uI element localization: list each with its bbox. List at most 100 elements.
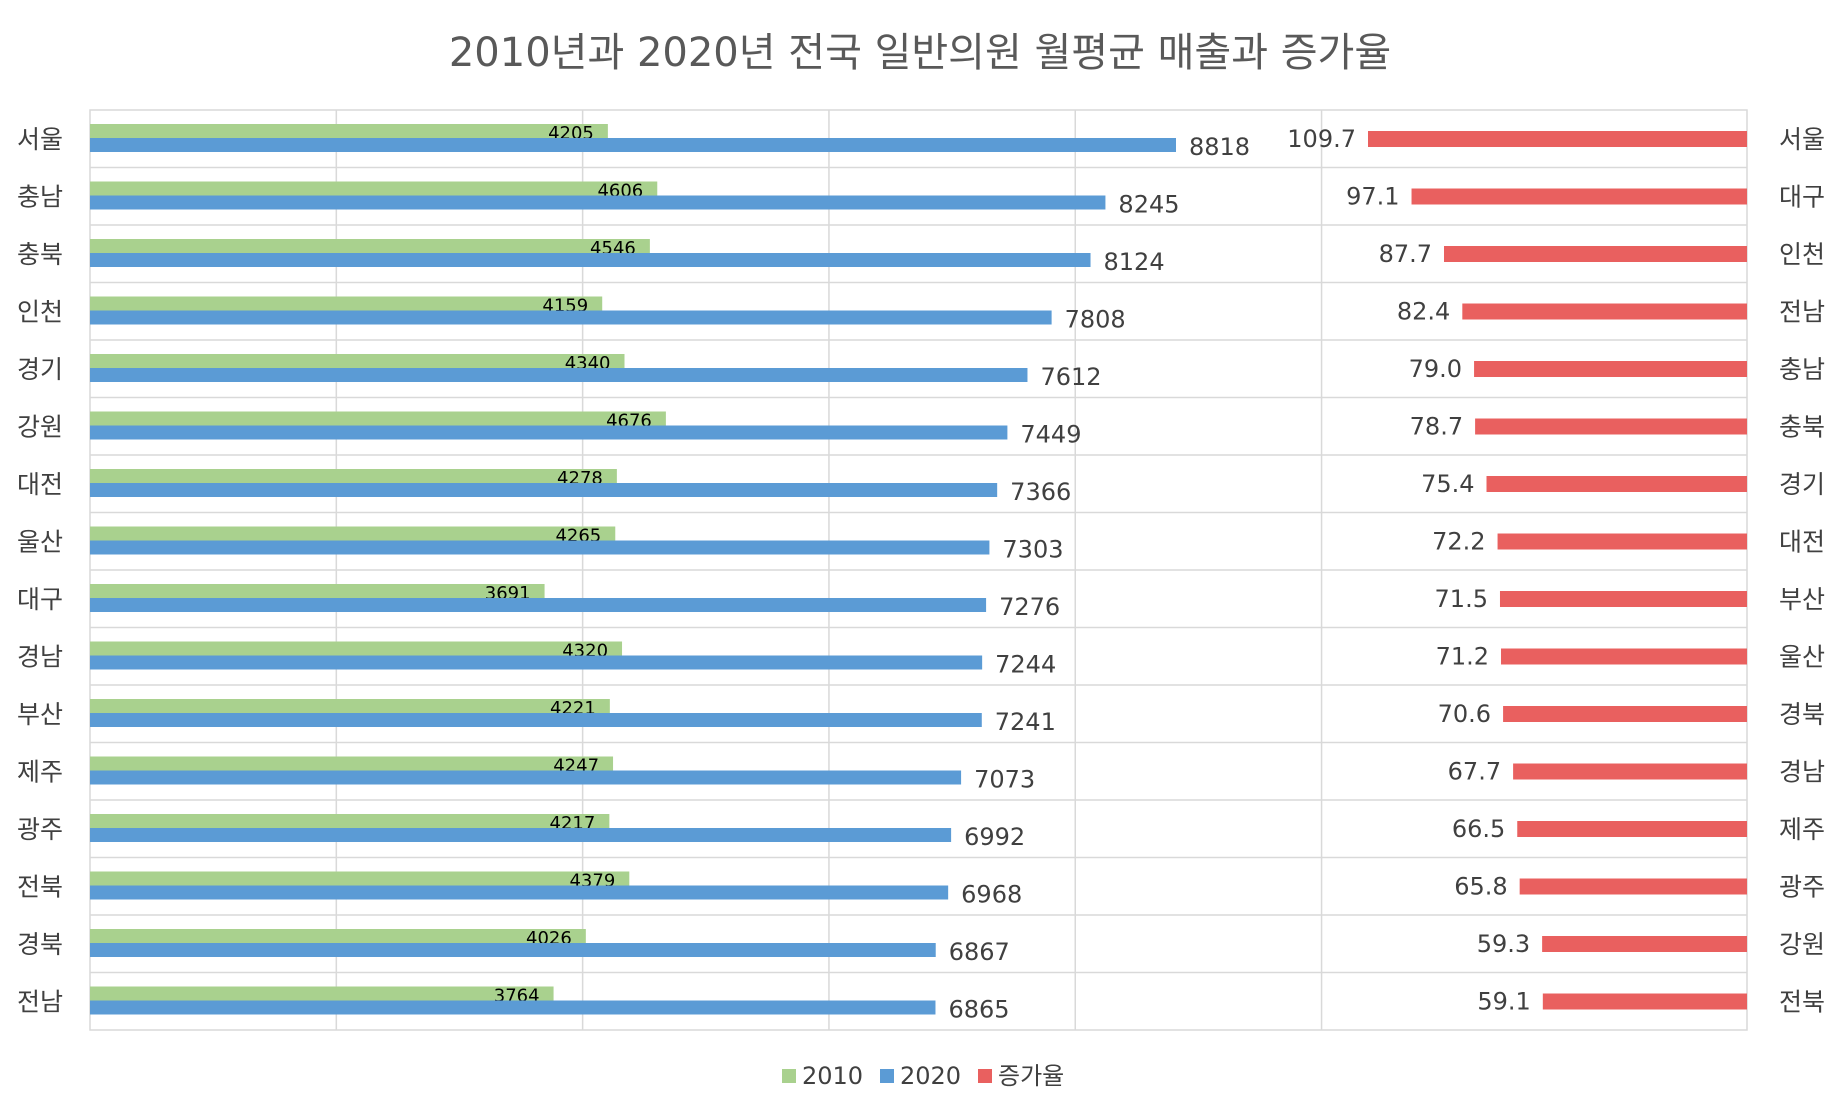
data-label-2020: 8245 — [1118, 191, 1179, 219]
data-label-growth-rate: 97.1 — [1346, 183, 1399, 211]
category-label-left: 경북 — [17, 930, 63, 959]
category-label-left: 경남 — [17, 642, 63, 671]
data-label-2020: 7244 — [995, 651, 1056, 679]
bar-growth-rate — [1368, 131, 1747, 147]
category-label-left: 울산 — [17, 527, 63, 556]
bar-growth-rate — [1501, 648, 1747, 665]
data-label-growth-rate: 87.7 — [1379, 240, 1432, 268]
category-label-left: 대구 — [17, 585, 63, 614]
category-label-right: 부산 — [1779, 585, 1825, 614]
data-label-growth-rate: 82.4 — [1397, 298, 1450, 326]
data-label-2020: 6968 — [961, 881, 1022, 909]
bar-2010 — [90, 584, 545, 598]
chart-title: 2010년과 2020년 전국 일반의원 월평균 매출과 증가율 — [449, 30, 1391, 76]
category-label-right: 대전 — [1779, 527, 1825, 556]
legend: 2010 2020 증가율 — [782, 1062, 1064, 1090]
legend-swatch — [978, 1069, 992, 1083]
bar-2010 — [90, 871, 630, 886]
bar-growth-rate — [1503, 706, 1747, 722]
category-label-left: 전북 — [17, 872, 63, 901]
legend-label: 증가율 — [998, 1062, 1064, 1090]
category-label-right: 울산 — [1779, 642, 1825, 671]
bar-2010 — [90, 296, 603, 311]
bar-2010 — [90, 181, 658, 196]
category-label-left: 서울 — [17, 125, 63, 154]
bar-growth-rate — [1497, 533, 1747, 550]
bar-2010 — [90, 814, 610, 828]
bar-growth-rate — [1486, 476, 1747, 492]
data-label-2020: 7241 — [995, 708, 1056, 736]
category-label-left: 강원 — [17, 412, 63, 441]
category-label-left: 광주 — [17, 815, 63, 844]
bar-2020 — [90, 368, 1028, 382]
bar-2020 — [90, 885, 949, 900]
data-label-growth-rate: 70.6 — [1438, 700, 1491, 728]
bar-2020 — [90, 828, 952, 842]
bar-2010 — [90, 986, 554, 1001]
bar-2010 — [90, 699, 610, 713]
category-label-left: 전남 — [17, 987, 63, 1016]
category-label-right: 전남 — [1779, 297, 1825, 326]
bar-2020 — [90, 1000, 936, 1015]
category-label-left: 인천 — [17, 297, 63, 326]
category-label-left: 제주 — [17, 757, 63, 786]
bar-growth-rate — [1542, 993, 1747, 1010]
bar-2010 — [90, 641, 623, 656]
bar-2020 — [90, 253, 1091, 267]
category-label-right: 충남 — [1779, 355, 1825, 384]
bar-2010 — [90, 929, 586, 943]
data-label-2020: 7276 — [999, 593, 1060, 621]
legend-swatch — [782, 1069, 796, 1083]
category-label-left: 충남 — [17, 182, 63, 211]
data-label-growth-rate: 75.4 — [1421, 470, 1474, 498]
bar-2010 — [90, 354, 625, 368]
data-label-growth-rate: 71.2 — [1436, 643, 1489, 671]
data-label-2020: 8818 — [1189, 133, 1250, 161]
bar-2010 — [90, 239, 650, 253]
bar-growth-rate — [1475, 418, 1747, 435]
data-label-growth-rate: 59.1 — [1477, 988, 1530, 1016]
bar-2020 — [90, 943, 936, 957]
category-label-right: 서울 — [1779, 125, 1825, 154]
data-label-growth-rate: 67.7 — [1448, 758, 1501, 786]
data-label-growth-rate: 66.5 — [1452, 815, 1505, 843]
data-label-2020: 7073 — [974, 766, 1035, 794]
data-label-2020: 7612 — [1040, 363, 1101, 391]
bar-2020 — [90, 138, 1176, 152]
legend-label: 2010 — [802, 1062, 863, 1090]
category-label-left: 대전 — [17, 470, 63, 499]
bar-2010 — [90, 411, 666, 426]
data-label-growth-rate: 79.0 — [1409, 355, 1462, 383]
data-label-2020: 7808 — [1065, 306, 1126, 334]
bar-2020 — [90, 195, 1106, 210]
bar-growth-rate — [1542, 936, 1747, 952]
bar-2020 — [90, 483, 998, 497]
data-label-growth-rate: 78.7 — [1410, 413, 1463, 441]
data-label-2020: 6992 — [964, 823, 1025, 851]
category-label-left: 충북 — [17, 240, 63, 269]
bar-2020 — [90, 598, 987, 612]
category-label-right: 제주 — [1779, 815, 1825, 844]
bar-2020 — [90, 713, 982, 727]
bar-2020 — [90, 310, 1052, 325]
bar-2010 — [90, 124, 608, 138]
category-label-left: 부산 — [17, 700, 63, 729]
category-label-left: 경기 — [17, 355, 63, 384]
bar-2020 — [90, 770, 962, 785]
data-label-growth-rate: 71.5 — [1435, 585, 1488, 613]
bar-growth-rate — [1519, 878, 1747, 895]
data-label-growth-rate: 72.2 — [1432, 528, 1485, 556]
bar-2010 — [90, 526, 616, 541]
category-label-right: 경남 — [1779, 757, 1825, 786]
bar-growth-rate — [1513, 763, 1747, 780]
bar-growth-rate — [1462, 303, 1747, 320]
bar-2010 — [90, 756, 614, 771]
bar-growth-rate — [1499, 591, 1747, 607]
category-label-right: 강원 — [1779, 930, 1825, 959]
category-label-right: 경기 — [1779, 470, 1825, 499]
data-label-2020: 8124 — [1104, 248, 1165, 276]
data-label-2020: 7449 — [1020, 421, 1081, 449]
bar-growth-rate — [1444, 246, 1747, 262]
category-label-right: 대구 — [1779, 182, 1825, 211]
data-label-growth-rate: 65.8 — [1454, 873, 1507, 901]
